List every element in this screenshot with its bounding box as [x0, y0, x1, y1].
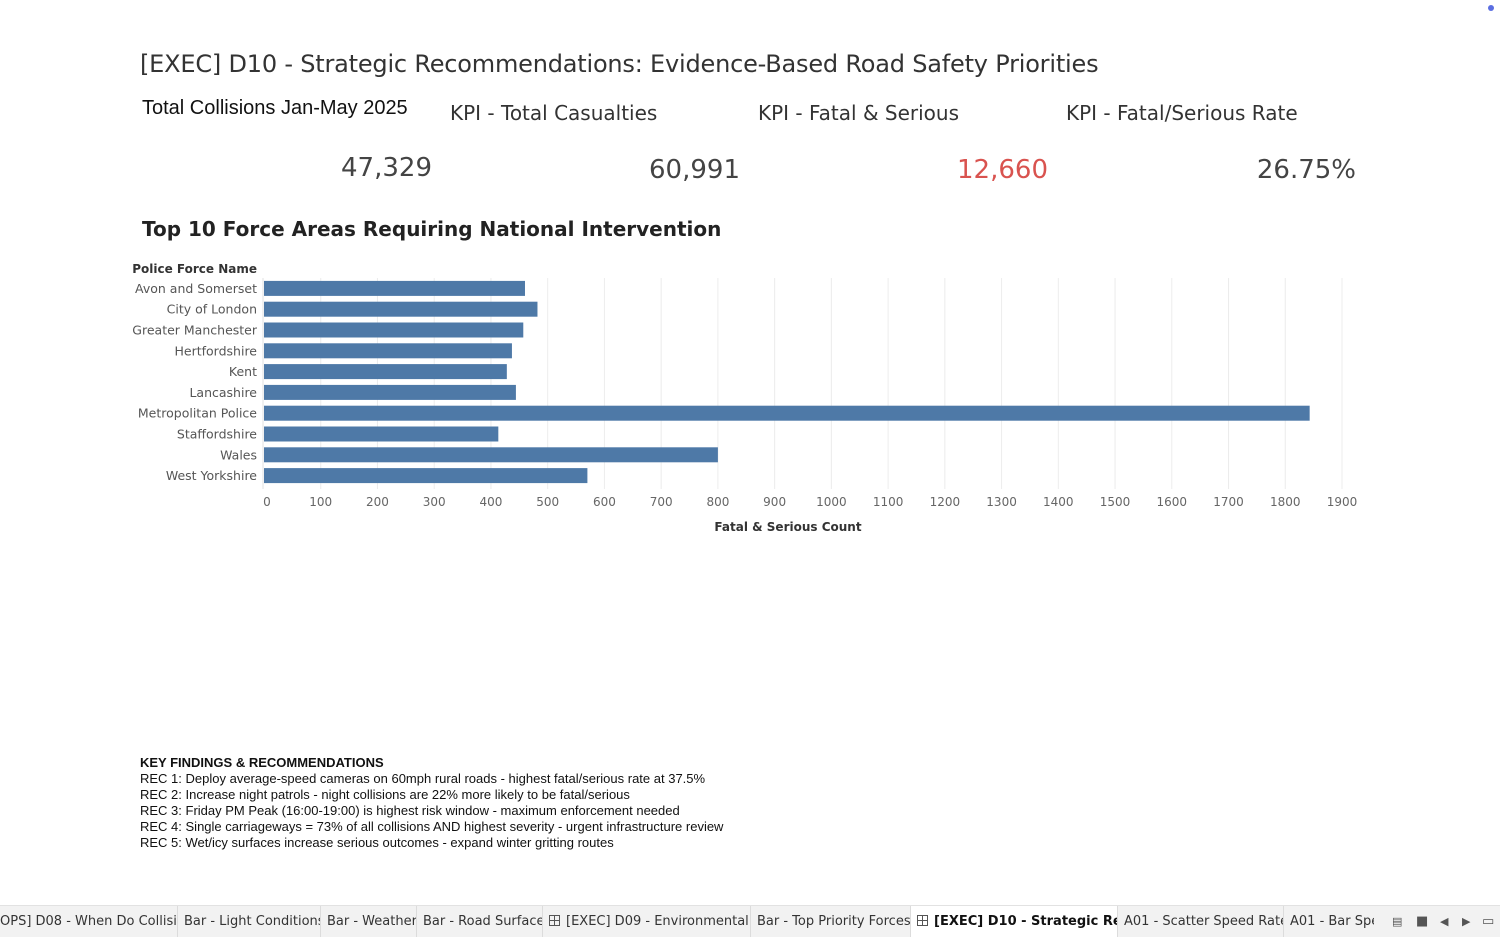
- dashboard-grid-icon: [917, 915, 928, 926]
- finding-item: REC 3: Friday PM Peak (16:00-19:00) is h…: [140, 803, 680, 818]
- kpi-title-total-collisions: Total Collisions Jan-May 2025: [142, 97, 408, 119]
- finding-item: REC 2: Increase night patrols - night co…: [140, 787, 630, 802]
- tab-label: Bar - Top Priority Forces: [757, 914, 911, 929]
- category-label: Staffordshire: [177, 427, 257, 442]
- bar[interactable]: [264, 301, 538, 317]
- x-tick-label: 600: [593, 495, 616, 509]
- tab-top-priority-forces[interactable]: Bar - Top Priority Forces: [751, 906, 911, 937]
- category-label: Greater Manchester: [132, 323, 258, 338]
- x-tick-label: 0: [263, 495, 271, 509]
- x-tick-label: 1200: [930, 495, 961, 509]
- category-label: Kent: [229, 364, 257, 379]
- category-label: Hertfordshire: [175, 343, 258, 358]
- category-label: Avon and Somerset: [135, 281, 257, 296]
- dashboard-grid-icon: [549, 915, 560, 926]
- force-area-bar-chart: 0 100 200 300 400 500 600 700 800 900 1000 1100 1200…: [132, 262, 1357, 534]
- tab-scatter-speed-rate[interactable]: A01 - Scatter Speed Rate: [1118, 906, 1284, 937]
- category-label: West Yorkshire: [166, 468, 257, 483]
- x-tick-label: 800: [706, 495, 729, 509]
- finding-item: REC 4: Single carriageways = 73% of all …: [140, 819, 724, 834]
- bar[interactable]: [264, 364, 507, 380]
- bar[interactable]: [264, 322, 524, 338]
- x-tick-label: 1000: [816, 495, 847, 509]
- category-label: Wales: [220, 447, 257, 462]
- chart-bars: [264, 280, 1310, 484]
- x-tick-label: 1900: [1327, 495, 1358, 509]
- x-tick-label: 500: [536, 495, 559, 509]
- finding-item: REC 5: Wet/icy surfaces increase serious…: [140, 835, 614, 850]
- kpi-value-fatal-serious-rate: 26.75%: [1256, 155, 1356, 185]
- sheet-sorter-icon[interactable]: ▤: [1392, 915, 1403, 928]
- key-findings-panel: KEY FINDINGS & RECOMMENDATIONS REC 1: De…: [140, 755, 723, 851]
- category-label: Lancashire: [189, 385, 257, 400]
- tab-label: [EXEC] D10 - Strategic Re...: [934, 914, 1118, 929]
- presentation-icon[interactable]: ▭: [1482, 914, 1495, 929]
- x-tick-label: 1100: [873, 495, 904, 509]
- x-tick-label: 1800: [1270, 495, 1301, 509]
- x-tick-label: 400: [479, 495, 502, 509]
- bar[interactable]: [264, 384, 516, 400]
- x-axis-label: Fatal & Serious Count: [714, 520, 861, 534]
- x-tick-label: 100: [309, 495, 332, 509]
- tab-exec-d10[interactable]: [EXEC] D10 - Strategic Re...: [911, 906, 1118, 937]
- chart-labels: 0 100 200 300 400 500 600 700 800 900 1000 1100 1200…: [132, 262, 1357, 534]
- x-tick-label: 900: [763, 495, 786, 509]
- tab-road-surface[interactable]: Bar - Road Surface: [417, 906, 543, 937]
- tab-weather[interactable]: Bar - Weather: [321, 906, 417, 937]
- tab-label: OPS] D08 - When Do Collisi...: [0, 914, 178, 929]
- category-label: City of London: [167, 302, 257, 317]
- tab-label: Bar - Road Surface: [423, 914, 543, 929]
- finding-item: REC 1: Deploy average-speed cameras on 6…: [140, 771, 706, 786]
- chart-title: Top 10 Force Areas Requiring National In…: [142, 217, 722, 241]
- tab-label: Bar - Weather: [327, 914, 417, 929]
- x-tick-label: 1400: [1043, 495, 1074, 509]
- bar[interactable]: [264, 426, 499, 442]
- findings-heading: KEY FINDINGS & RECOMMENDATIONS: [140, 755, 384, 770]
- category-label: Metropolitan Police: [138, 406, 257, 421]
- tab-exec-d09[interactable]: [EXEC] D09 - Environmental ...: [543, 906, 751, 937]
- x-tick-label: 700: [650, 495, 673, 509]
- bar[interactable]: [264, 447, 718, 463]
- tab-d08[interactable]: OPS] D08 - When Do Collisi...: [0, 906, 178, 937]
- bar[interactable]: [264, 343, 512, 359]
- tab-light-conditions[interactable]: Bar - Light Conditions: [178, 906, 321, 937]
- bar[interactable]: [264, 280, 525, 296]
- kpi-value-fatal-serious: 12,660: [957, 155, 1048, 185]
- kpi-title-fatal-serious-rate: KPI - Fatal/Serious Rate: [1066, 101, 1298, 125]
- kpi-value-total-casualties: 60,991: [649, 155, 740, 185]
- x-tick-label: 300: [423, 495, 446, 509]
- kpi-value-total-collisions: 47,329: [341, 153, 432, 183]
- scroll-left-icon[interactable]: ◀: [1440, 915, 1449, 928]
- bar[interactable]: [264, 468, 588, 484]
- tab-label: [EXEC] D09 - Environmental ...: [566, 914, 751, 929]
- kpi-title-fatal-serious: KPI - Fatal & Serious: [758, 101, 960, 125]
- x-tick-label: 200: [366, 495, 389, 509]
- sheet-tab-bar: OPS] D08 - When Do Collisi... Bar - Ligh…: [0, 905, 1500, 937]
- status-dot: [1488, 5, 1494, 11]
- x-tick-label: 1500: [1100, 495, 1131, 509]
- x-tick-label: 1700: [1213, 495, 1244, 509]
- x-tick-label: 1600: [1157, 495, 1188, 509]
- tab-label: Bar - Light Conditions: [184, 914, 321, 929]
- kpi-title-total-casualties: KPI - Total Casualties: [450, 101, 658, 125]
- bar[interactable]: [264, 405, 1310, 421]
- tab-label: A01 - Bar Spee: [1290, 914, 1376, 929]
- film-strip-icon[interactable]: ■: [1416, 914, 1429, 929]
- tab-label: A01 - Scatter Speed Rate: [1124, 914, 1284, 929]
- row-header-label: Police Force Name: [132, 262, 257, 276]
- tab-bar-speed[interactable]: A01 - Bar Spee: [1284, 906, 1376, 937]
- scroll-right-icon[interactable]: ▶: [1462, 915, 1471, 928]
- x-tick-label: 1300: [986, 495, 1017, 509]
- dashboard-title: [EXEC] D10 - Strategic Recommendations: …: [140, 50, 1099, 78]
- tab-controls: ▤ ■ ◀ ▶ ▭: [1374, 906, 1500, 937]
